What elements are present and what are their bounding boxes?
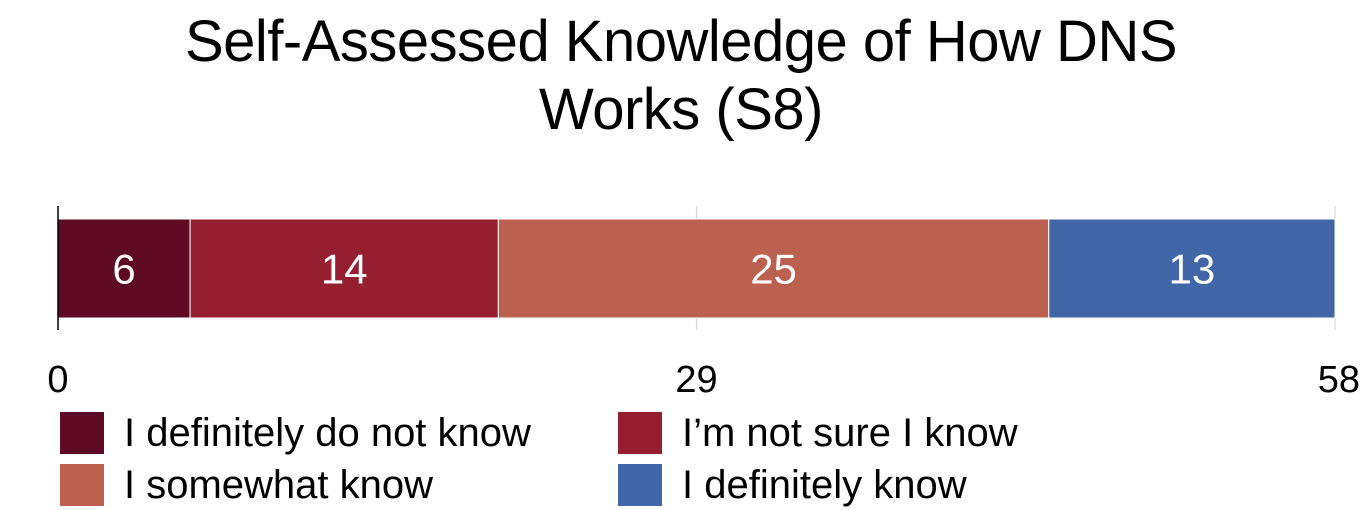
bar-segment-i-somewhat-know — [497, 218, 1050, 319]
legend-item-somewhat-know: I somewhat know — [60, 464, 433, 506]
legend-label-somewhat-know: I somewhat know — [124, 463, 434, 507]
legend-label-not-sure-i-know: I’m not sure I know — [682, 411, 1018, 455]
legend-swatch-somewhat-know — [60, 464, 104, 506]
data-label-i-definitely-know: 13 — [1169, 246, 1216, 293]
data-label-i-somewhat-know: 25 — [750, 246, 797, 293]
legend-label-definitely-know: I definitely know — [682, 463, 967, 507]
legend-item-definitely-do-not-know: I definitely do not know — [60, 412, 531, 454]
legend-item-not-sure-i-know: I’m not sure I know — [618, 412, 1018, 454]
chart-title-line-1: Self-Assessed Knowledge of How DNS — [184, 9, 1178, 74]
legend-swatch-not-sure-i-know — [618, 412, 662, 454]
x-tick-label-0: 0 — [47, 359, 68, 401]
bar-segment-i-m-not-sure-i-know — [189, 218, 499, 319]
chart-title-line-2: Works (S8) — [539, 77, 823, 142]
data-label-i-definitely-do-not-know: 6 — [112, 246, 135, 293]
legend-label-definitely-do-not-know: I definitely do not know — [124, 411, 531, 455]
legend-swatch-definitely-do-not-know — [60, 412, 104, 454]
bar-segment-i-definitely-know — [1048, 218, 1336, 319]
legend-item-definitely-know: I definitely know — [618, 464, 967, 506]
chart-legend: I definitely do not know I’m not sure I … — [0, 410, 1362, 510]
legend-swatch-definitely-know — [618, 464, 662, 506]
stacked-bar-chart: 6 14 25 13 0 29 58 — [47, 206, 1360, 401]
x-tick-label-58: 58 — [1318, 359, 1360, 401]
x-tick-label-29: 29 — [675, 359, 717, 401]
chart-title: Self-Assessed Knowledge of How DNS Works… — [0, 8, 1362, 144]
data-label-i-m-not-sure-i-know: 14 — [321, 246, 368, 293]
